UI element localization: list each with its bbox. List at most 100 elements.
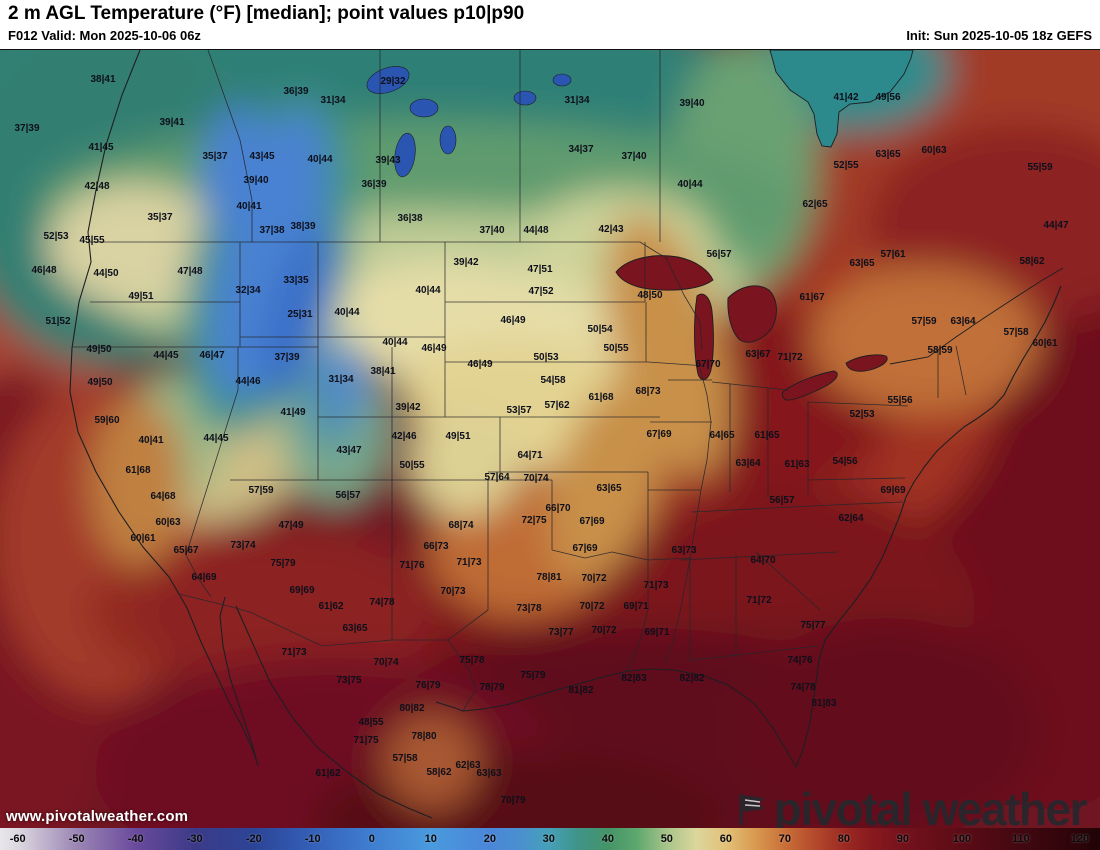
province-borders: [207, 50, 661, 242]
point-value: 46|49: [421, 343, 446, 354]
point-value: 46|48: [31, 265, 56, 276]
point-value: 75|79: [270, 558, 295, 569]
point-value: 69|69: [880, 485, 905, 496]
point-value: 62|63: [455, 760, 480, 771]
point-value: 51|52: [45, 316, 70, 327]
point-value: 38|41: [370, 366, 395, 377]
colorbar-gradient: [0, 828, 1100, 850]
point-value: 57|59: [911, 316, 936, 327]
point-value: 57|62: [544, 400, 569, 411]
point-value: 68|74: [448, 520, 473, 531]
point-value: 44|46: [235, 376, 260, 387]
point-value: 78|81: [536, 572, 561, 583]
point-value: 67|69: [572, 543, 597, 554]
point-value: 43|45: [249, 151, 274, 162]
point-value: 62|65: [802, 199, 827, 210]
page-title: 2 m AGL Temperature (°F) [median]; point…: [8, 3, 525, 24]
point-value: 78|79: [479, 682, 504, 693]
point-value: 70|72: [581, 573, 606, 584]
point-value: 69|71: [644, 627, 669, 638]
point-value: 40|44: [334, 307, 359, 318]
point-value: 47|51: [527, 264, 552, 275]
point-value: 75|77: [800, 620, 825, 631]
point-value: 61|63: [784, 459, 809, 470]
point-value: 76|79: [415, 680, 440, 691]
point-value: 70|72: [591, 625, 616, 636]
point-value: 44|50: [93, 268, 118, 279]
point-value: 60|63: [921, 145, 946, 156]
point-value: 61|62: [318, 601, 343, 612]
logo-text: pivotal weather: [773, 783, 1088, 828]
us-mexico-border: [178, 593, 477, 712]
point-value: 57|58: [392, 753, 417, 764]
point-value: 31|34: [320, 95, 345, 106]
temperature-map[interactable]: 38|41 36|39 29|32 31|34 31|34 39|40 41|42 49|56…: [0, 50, 1100, 828]
colorbar-tick-label: 80: [837, 833, 851, 845]
gulf-atlantic-coastline: [435, 285, 1062, 769]
colorbar-tick-label: 20: [483, 833, 496, 845]
point-value: 39|40: [679, 98, 704, 109]
colorbar-tick-label: -30: [186, 833, 203, 845]
point-value: 52|55: [833, 160, 858, 171]
point-value: 64|69: [191, 572, 216, 583]
st-lawrence-river: [889, 267, 1064, 365]
colorbar-tick-label: 50: [660, 833, 673, 845]
point-value: 42|43: [598, 224, 623, 235]
colorbar-tick-label: -20: [245, 833, 262, 845]
point-value: 50|55: [603, 343, 628, 354]
point-value: 46|49: [467, 359, 492, 370]
point-value: 29|32: [380, 76, 405, 87]
point-value: 56|57: [706, 249, 731, 260]
colorbar-tick-label: 120: [1070, 833, 1090, 845]
point-value: 74|76: [787, 655, 812, 666]
point-value: 53|57: [506, 405, 531, 416]
point-value: 50|54: [587, 324, 612, 335]
point-value: 45|55: [79, 235, 104, 246]
point-value: 41|45: [88, 142, 113, 153]
point-value: 38|39: [290, 221, 315, 232]
pacific-coastline: [69, 50, 259, 767]
hudson-bay: [769, 50, 914, 148]
point-value: 46|47: [199, 350, 224, 361]
valid-time-label: F012 Valid: Mon 2025-10-06 06z: [8, 28, 201, 43]
point-value: 37|39: [14, 123, 39, 134]
point-value: 48|50: [637, 290, 662, 301]
point-value: 40|44: [677, 179, 702, 190]
colorbar-tick-label: 10: [424, 833, 437, 845]
colorbar-tick-label: -60: [9, 833, 26, 845]
point-value: 43|47: [336, 445, 361, 456]
lake-erie: [781, 370, 838, 401]
lake-michigan: [694, 293, 714, 381]
point-value: 63|67: [745, 349, 770, 360]
lake-superior: [615, 255, 714, 291]
point-value: 37|40: [479, 225, 504, 236]
point-value: 35|37: [147, 212, 172, 223]
political-borders: [72, 50, 967, 712]
map-canvas[interactable]: 38|41 36|39 29|32 31|34 31|34 39|40 41|42 49|56…: [0, 50, 1100, 828]
point-value: 74|78: [790, 682, 815, 693]
point-value: 52|53: [43, 231, 68, 242]
point-value: 57|59: [248, 485, 273, 496]
colorbar-tick-label: 110: [1012, 833, 1030, 845]
point-value: 69|69: [289, 585, 314, 596]
state-borders: [72, 242, 967, 679]
point-value: 67|69: [646, 429, 671, 440]
colorbar-tick-labels: -60 -50 -40 -30 -20 -10 0 10 20 30 40 50 60 70 80 90 100…: [0, 828, 1100, 850]
point-value: 61|67: [799, 292, 824, 303]
point-value: 82|82: [679, 673, 704, 684]
point-value: 49|50: [86, 344, 111, 355]
point-value: 75|79: [520, 670, 545, 681]
point-value: 81|82: [568, 685, 593, 696]
colorbar-tick-label: 30: [542, 833, 555, 845]
point-value: 56|57: [335, 490, 360, 501]
point-value: 60|63: [155, 517, 180, 528]
point-value: 69|71: [623, 601, 648, 612]
point-value: 42|46: [391, 431, 416, 442]
watermark: www.pivotalweather.com: [6, 808, 189, 825]
point-value: 57|61: [880, 249, 905, 260]
point-value: 40|41: [138, 435, 163, 446]
point-value: 39|42: [395, 402, 420, 413]
point-value: 31|34: [564, 95, 589, 106]
point-value: 57|64: [484, 472, 509, 483]
point-value: 49|56: [875, 92, 900, 103]
